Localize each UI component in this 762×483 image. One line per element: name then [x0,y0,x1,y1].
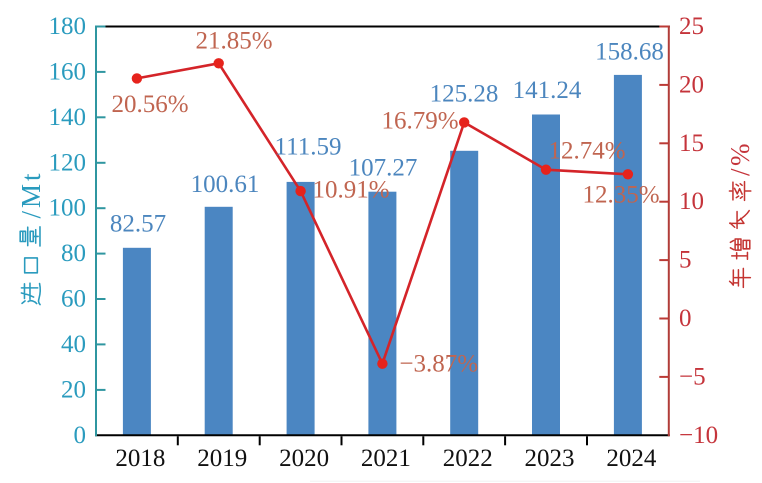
svg-text:25: 25 [679,13,704,40]
svg-text:10: 10 [679,188,704,215]
svg-text:/%: /% [725,141,755,176]
svg-text:2019: 2019 [197,445,247,472]
svg-text:120: 120 [49,149,87,176]
svg-text:100.61: 100.61 [191,171,260,198]
svg-text:111.59: 111.59 [275,134,342,161]
svg-text:2022: 2022 [443,445,493,472]
svg-text:80: 80 [61,240,86,267]
svg-text:40: 40 [61,331,86,358]
svg-text:20: 20 [679,71,704,98]
svg-text:12.35%: 12.35% [582,182,659,209]
svg-text:0: 0 [74,422,87,449]
svg-text:107.27: 107.27 [349,155,418,182]
svg-text:140: 140 [49,104,87,131]
svg-text:5: 5 [679,247,692,274]
svg-text:180: 180 [49,13,87,40]
svg-text:/Mt: /Mt [16,170,46,218]
svg-text:12.74%: 12.74% [548,138,625,165]
svg-text:−10: −10 [679,422,718,449]
svg-text:21.85%: 21.85% [195,28,272,55]
svg-text:2020: 2020 [279,445,329,472]
svg-text:60: 60 [61,286,86,313]
svg-text:−5: −5 [679,363,706,390]
svg-text:0: 0 [679,305,692,332]
svg-text:15: 15 [679,130,704,157]
svg-text:2023: 2023 [525,445,575,472]
svg-text:−3.87%: −3.87% [399,351,478,378]
svg-text:160: 160 [49,58,87,85]
svg-text:2021: 2021 [361,445,411,472]
svg-text:2018: 2018 [115,445,165,472]
svg-text:82.57: 82.57 [110,211,166,238]
svg-text:100: 100 [49,195,87,222]
svg-text:125.28: 125.28 [430,81,499,108]
svg-text:20: 20 [61,376,86,403]
svg-text:2024: 2024 [606,445,657,472]
svg-text:16.79%: 16.79% [381,108,458,135]
svg-text:10.91%: 10.91% [312,177,389,204]
svg-text:20.56%: 20.56% [111,91,188,118]
svg-text:158.68: 158.68 [595,39,664,66]
svg-text:141.24: 141.24 [513,77,582,104]
